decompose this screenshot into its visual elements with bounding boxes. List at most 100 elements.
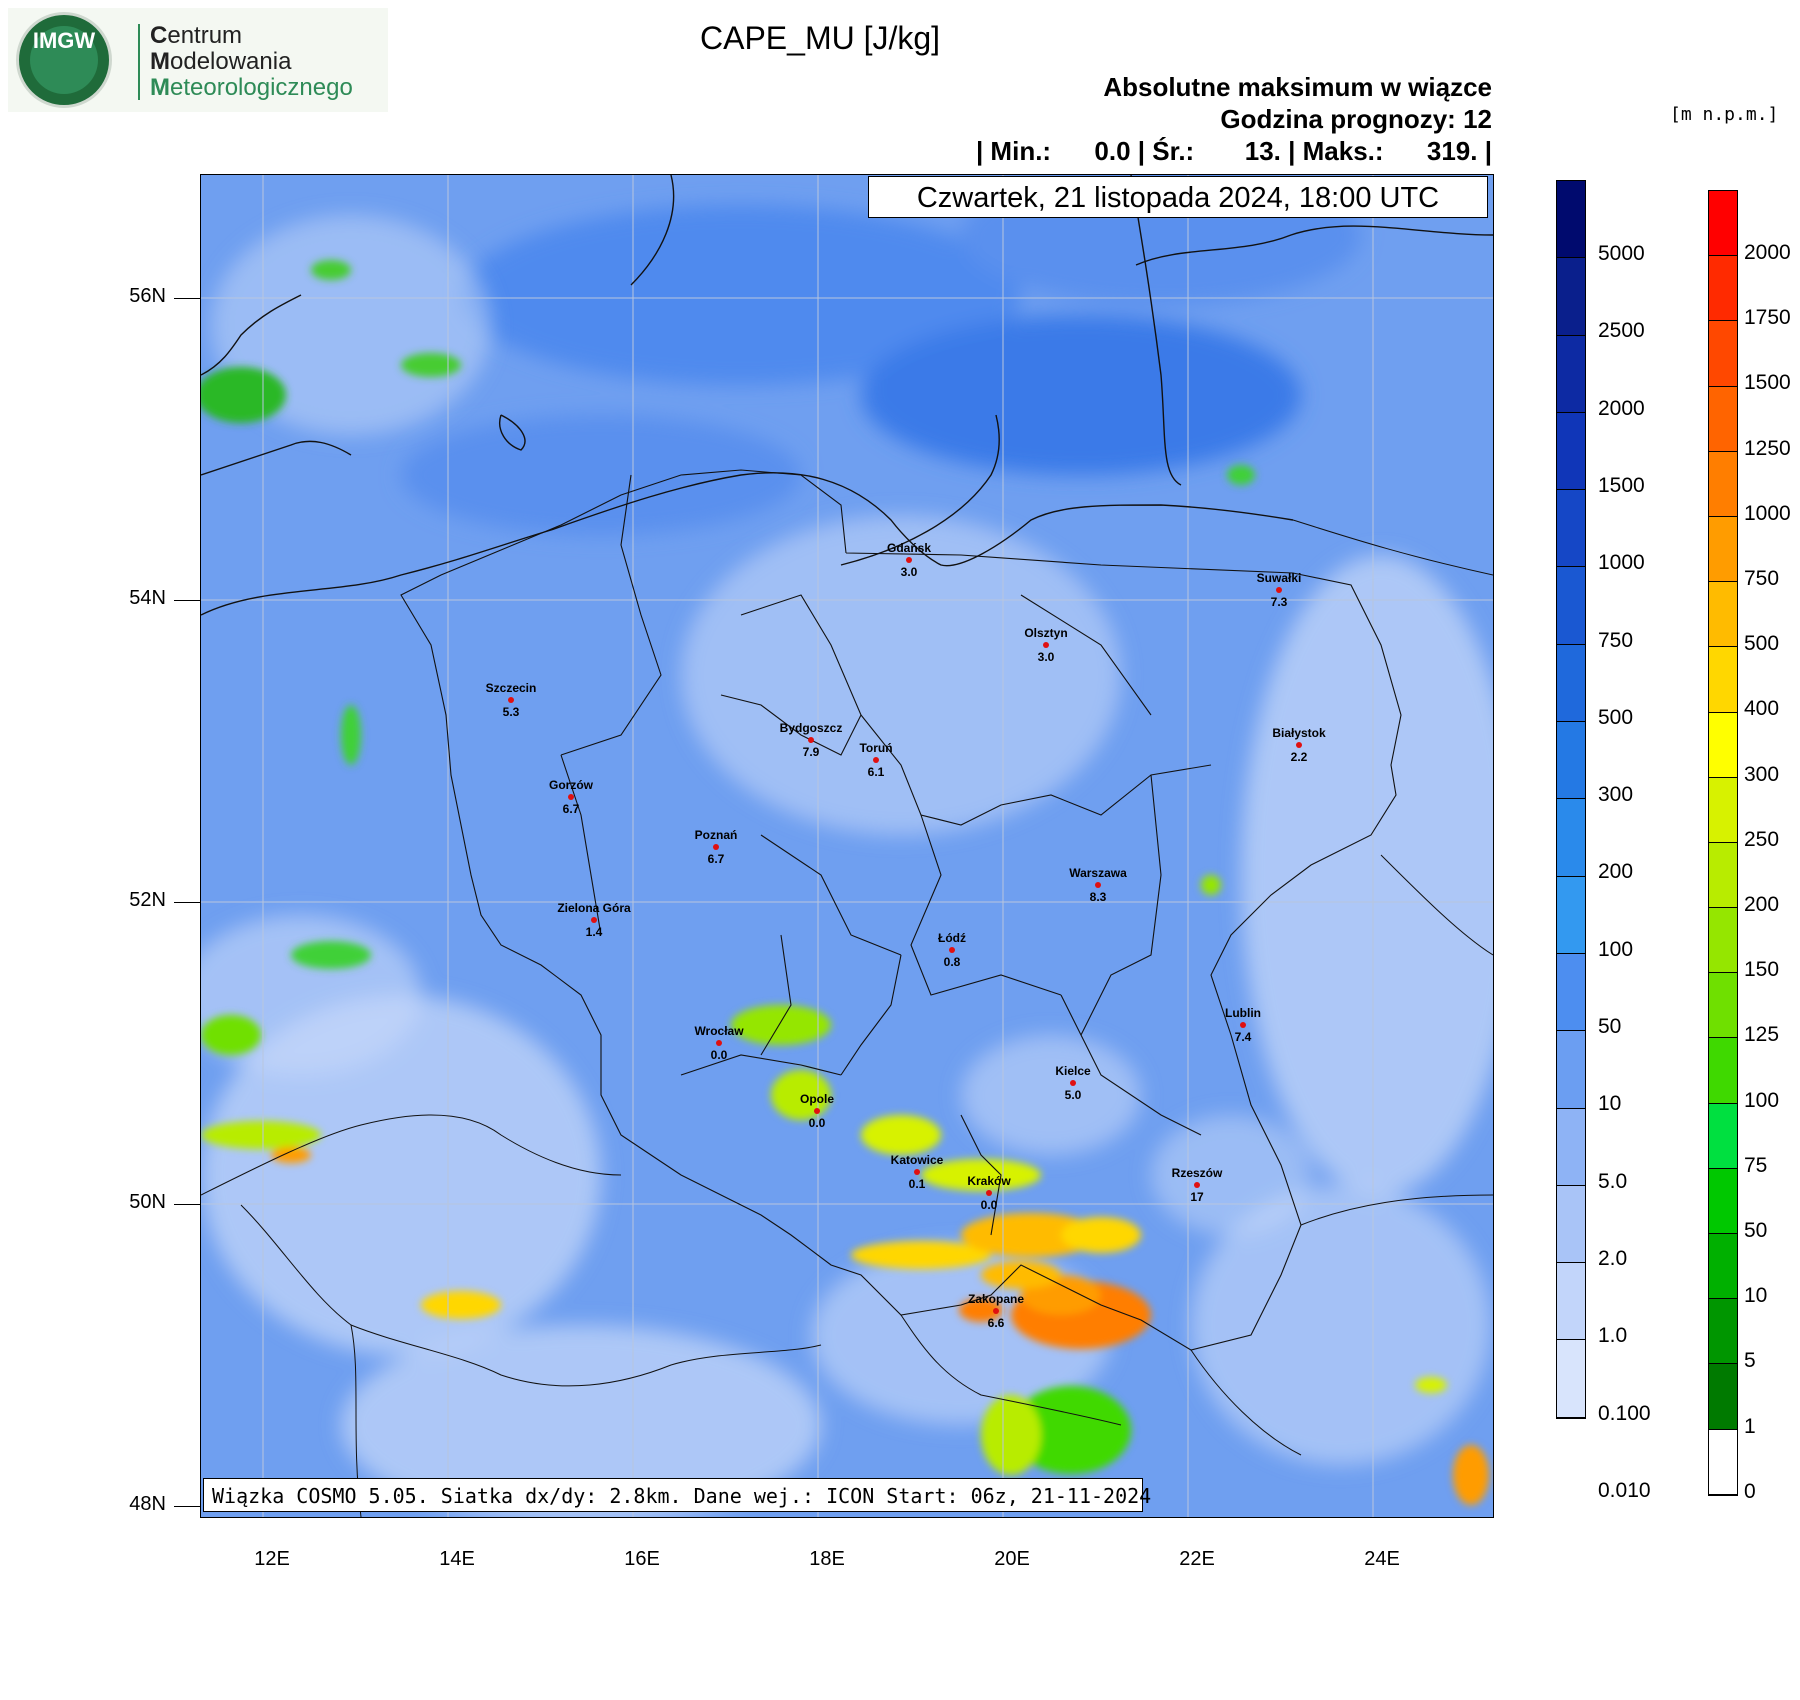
colorbar-label: 2500 [1598, 319, 1645, 343]
colorbar-label: 1750 [1744, 306, 1791, 330]
lon-label-20e: 20E [994, 1548, 1030, 1570]
colorbar-label: 300 [1598, 783, 1634, 807]
colorbar-label: 100 [1744, 1088, 1780, 1112]
colorbar-cell [1557, 876, 1585, 954]
lat-tick [174, 600, 200, 601]
colorbar-cell [1709, 1168, 1737, 1234]
city-marker [814, 1108, 820, 1114]
map-canvas [201, 175, 1493, 1517]
city-name-label: Gdańsk [886, 541, 932, 555]
city-marker [949, 947, 955, 953]
city-name-label: Olsztyn [1024, 626, 1068, 640]
colorbar-label: 100 [1598, 937, 1634, 961]
city-value-label: 0.8 [943, 955, 961, 969]
city-marker [1043, 642, 1049, 648]
lon-label-24e: 24E [1364, 1548, 1400, 1570]
colorbar-cell [1557, 953, 1585, 1032]
city-value-label: 7.4 [1234, 1030, 1252, 1044]
lat-tick [174, 1506, 200, 1507]
lat-tick [174, 902, 200, 903]
city-marker [873, 757, 879, 763]
colorbar-label: 75 [1744, 1153, 1768, 1177]
city-marker [1194, 1182, 1200, 1188]
city-value-label: 0.0 [980, 1198, 998, 1212]
model-info-label: Wiązka COSMO 5.05. Siatka dx/dy: 2.8km. … [203, 1478, 1151, 1512]
colorbar-label: 0.010 [1598, 1478, 1651, 1502]
colorbar-cell [1709, 777, 1737, 843]
coastlines [201, 175, 1493, 616]
colorbar-cell [1709, 321, 1737, 387]
colorbar-cell [1709, 1299, 1737, 1365]
lon-label-16e: 16E [624, 1548, 660, 1570]
city-name-label: Warszawa [1069, 866, 1127, 880]
city-name-label: Rzeszów [1171, 1166, 1223, 1180]
lat-tick [174, 298, 200, 299]
colorbar-cell [1709, 191, 1737, 257]
colorbar-cell [1709, 842, 1737, 909]
lon-label-18e: 18E [809, 1548, 845, 1570]
city-marker [808, 737, 814, 743]
city-name-label: Kraków [967, 1174, 1011, 1188]
colorbar-cell [1709, 256, 1737, 322]
colorbar-label: 200 [1744, 893, 1780, 916]
lon-label-22e: 22E [1179, 1548, 1215, 1570]
colorbar-label: 50 [1598, 1015, 1622, 1038]
colorbar-cell [1709, 712, 1737, 778]
colorbar-cell [1709, 582, 1737, 648]
colorbar-cell [1557, 567, 1585, 645]
colorbar-cell [1709, 973, 1737, 1039]
colorbar-label: 1500 [1598, 473, 1645, 497]
colorbar-label: 2000 [1744, 241, 1791, 264]
colorbar-label: 200 [1598, 860, 1634, 884]
map-panel: Gdańsk 3.0 Suwałki 7.3 Olsztyn 3.0 Szczecin 5.3… [200, 174, 1494, 1518]
sea-shading [401, 175, 1361, 535]
city-marker [906, 557, 912, 563]
city-name-label: Łódź [938, 931, 966, 945]
city-value-label: 6.6 [987, 1316, 1005, 1330]
colorbar-cell [1709, 908, 1737, 974]
colorbar-cell [1557, 1031, 1585, 1109]
lon-label-12e: 12E [254, 1548, 290, 1570]
colorbar-cell [1709, 516, 1737, 583]
city-marker [508, 697, 514, 703]
city-name-label: Poznań [694, 828, 738, 842]
colorbar-cell [1709, 647, 1737, 713]
header-stats: | Min.: 0.0 | Śr.: 13. | Maks.: 319. | [975, 136, 1492, 166]
colorbar-label: 5.0 [1598, 1169, 1628, 1193]
colorbar-cell [1557, 335, 1585, 413]
city-value-label: 8.3 [1089, 890, 1107, 904]
colorbar-cell [1557, 1340, 1585, 1418]
lat-label-52n: 52N [129, 889, 166, 911]
colorbar-cell [1557, 181, 1585, 259]
city-name-label: Toruń [859, 741, 893, 755]
colorbar-label: 1500 [1744, 371, 1791, 395]
colorbar-label: 750 [1744, 567, 1780, 590]
colorbar-label: 1.0 [1598, 1324, 1628, 1348]
city-name-label: Zakopane [967, 1292, 1025, 1306]
city-value-label: 3.0 [1037, 650, 1055, 664]
city-name-label: Suwałki [1256, 571, 1302, 585]
colorbar-cell [1709, 1038, 1737, 1104]
logo-separator [138, 24, 140, 100]
city-name-label: Bydgoszcz [779, 721, 843, 735]
colorbar-label: 150 [1744, 958, 1780, 982]
colorbar-label: 2000 [1598, 396, 1645, 420]
city-value-label: 7.3 [1270, 595, 1288, 609]
colorbar-label: 1000 [1744, 501, 1791, 525]
city-value-label: 6.7 [707, 852, 725, 866]
city-value-label: 0.0 [808, 1116, 826, 1130]
colorbar-label: 10 [1744, 1284, 1768, 1308]
city-marker [1070, 1080, 1076, 1086]
header-ensemble-line: Absolutne maksimum w wiązce [1103, 72, 1492, 102]
city-value-label: 3.0 [900, 565, 918, 579]
colorbar-cell [1557, 412, 1585, 491]
lat-label-54n: 54N [129, 587, 166, 609]
city-value-label: 0.0 [710, 1048, 728, 1062]
city-name-label: Zielona Góra [557, 901, 631, 915]
city-value-label: 6.1 [867, 765, 885, 779]
colorbar-label: 10 [1598, 1092, 1622, 1116]
city-value-label: 6.7 [562, 802, 580, 816]
colorbar-label: 750 [1598, 628, 1634, 652]
neighbor-borders [201, 519, 1493, 1517]
colorbar-cell [1557, 799, 1585, 877]
